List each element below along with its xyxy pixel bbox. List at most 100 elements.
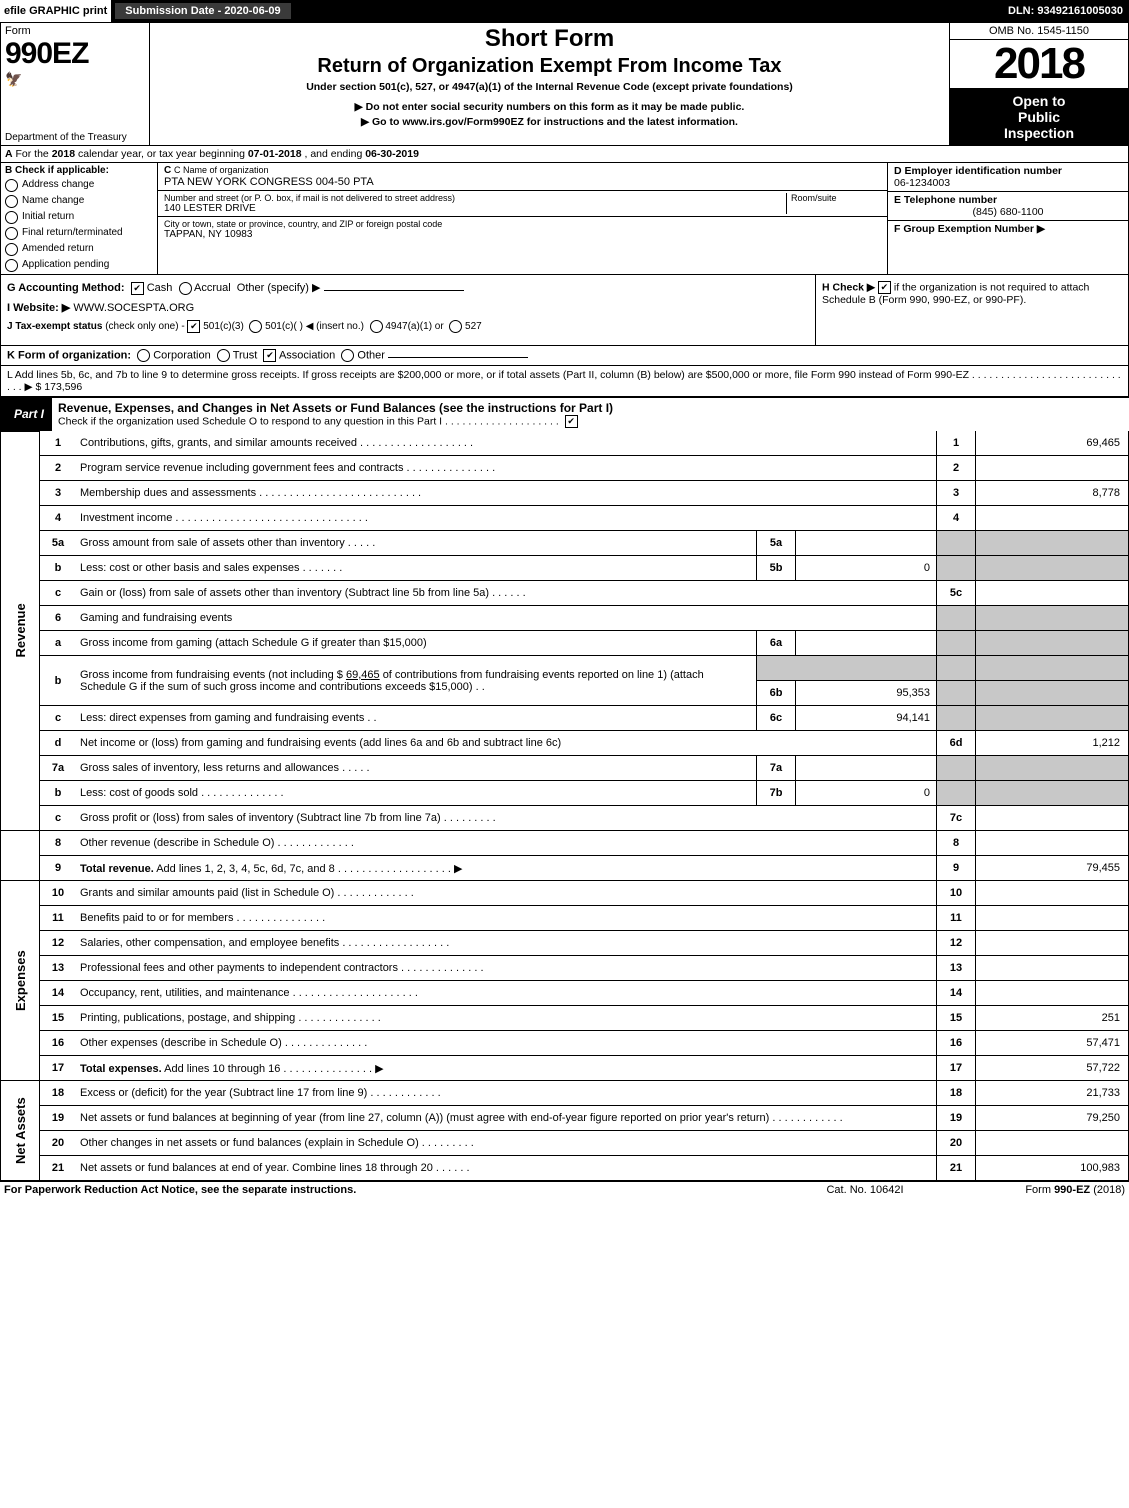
public: Public	[954, 109, 1124, 125]
opt-corporation: Corporation	[153, 349, 210, 361]
line-10-desc: Grants and similar amounts paid (list in…	[76, 881, 937, 906]
line-7a-num: 7a	[40, 756, 77, 781]
line-l-gross-receipts: L Add lines 5b, 6c, and 7b to line 9 to …	[1, 366, 1128, 397]
line-14-num: 14	[40, 981, 77, 1006]
line-3-amt: 8,778	[976, 481, 1129, 506]
line-13-num: 13	[40, 956, 77, 981]
chk-4947[interactable]	[370, 320, 383, 333]
line-17-num: 17	[40, 1056, 77, 1081]
line-21-num: 21	[40, 1156, 77, 1181]
part-1-tag: Part I	[6, 404, 52, 424]
line-18-box: 18	[937, 1081, 976, 1106]
line-7a-shaded-box	[937, 756, 976, 781]
chk-accrual[interactable]	[179, 282, 192, 295]
dln: DLN: 93492161005030	[1008, 5, 1129, 17]
opt-527: 527	[465, 321, 482, 332]
inspection: Inspection	[954, 125, 1124, 141]
room-suite-label: Room/suite	[786, 193, 881, 214]
chk-527[interactable]	[449, 320, 462, 333]
line-21-amt: 100,983	[976, 1156, 1129, 1181]
opt-4947: 4947(a)(1) or	[385, 321, 443, 332]
line-13-desc: Professional fees and other payments to …	[76, 956, 937, 981]
line-20-amt	[976, 1131, 1129, 1156]
line-12-amt	[976, 931, 1129, 956]
tax-year-end: 06-30-2019	[365, 148, 419, 160]
line-6c-samt: 94,141	[796, 706, 937, 731]
side-netassets: Net Assets	[1, 1081, 40, 1181]
chk-other-org[interactable]	[341, 349, 354, 362]
line-9-num: 9	[40, 856, 77, 881]
l-gross-receipts-value: 173,596	[44, 381, 82, 393]
line-6b-desc: Gross income from fundraising events (no…	[76, 656, 757, 706]
line-6c-sub: 6c	[757, 706, 796, 731]
j-tax-exempt-label: J Tax-exempt status	[7, 321, 102, 332]
chk-name-change[interactable]	[5, 195, 18, 208]
line-3-box: 3	[937, 481, 976, 506]
line-6b-contrib-value: 69,465	[346, 669, 380, 681]
line-8-desc: Other revenue (describe in Schedule O) .…	[76, 831, 937, 856]
form-number: 990EZ	[1, 37, 149, 71]
line-6b-upper-shaded	[757, 656, 937, 681]
form-title-main: Return of Organization Exempt From Incom…	[317, 55, 781, 78]
submission-date: Submission Date - 2020-06-09	[115, 3, 290, 19]
chk-schedule-b-not-required[interactable]	[878, 281, 891, 294]
side-expenses: Expenses	[1, 881, 40, 1081]
line-5a-num: 5a	[40, 531, 77, 556]
instructions-link[interactable]: ▶ Go to www.irs.gov/Form990EZ for instru…	[361, 116, 738, 128]
line-5a-desc: Gross amount from sale of assets other t…	[76, 531, 757, 556]
line-9-box: 9	[937, 856, 976, 881]
line-6d-desc: Net income or (loss) from gaming and fun…	[76, 731, 937, 756]
line-19-amt: 79,250	[976, 1106, 1129, 1131]
line-8-num: 8	[40, 831, 77, 856]
line-21-desc: Net assets or fund balances at end of ye…	[76, 1156, 937, 1181]
website-value[interactable]: WWW.SOCESPTA.ORG	[73, 302, 194, 314]
form-title-short: Short Form	[485, 25, 614, 53]
chk-501c[interactable]	[249, 320, 262, 333]
top-bar: efile GRAPHIC print Submission Date - 20…	[0, 0, 1129, 22]
chk-initial-return[interactable]	[5, 211, 18, 224]
chk-application-pending[interactable]	[5, 259, 18, 272]
d-ein-label: D Employer identification number	[894, 165, 1062, 177]
chk-association[interactable]	[263, 349, 276, 362]
chk-schedule-o-used[interactable]	[565, 415, 578, 428]
line-7a-desc: Gross sales of inventory, less returns a…	[76, 756, 757, 781]
line-11-num: 11	[40, 906, 77, 931]
line-6d-box: 6d	[937, 731, 976, 756]
line-10-amt	[976, 881, 1129, 906]
under-section-text: Under section 501(c), 527, or 4947(a)(1)…	[306, 81, 793, 93]
org-name: PTA NEW YORK CONGRESS 004-50 PTA	[164, 176, 881, 188]
line-6b-samt: 95,353	[796, 681, 937, 706]
line-6-num: 6	[40, 606, 77, 631]
line-1-num: 1	[40, 431, 77, 456]
line-3-desc: Membership dues and assessments . . . . …	[76, 481, 937, 506]
c-label: C Name of organization	[174, 165, 269, 175]
line-5a-samt	[796, 531, 937, 556]
line-15-desc: Printing, publications, postage, and shi…	[76, 1006, 937, 1031]
chk-cash[interactable]	[131, 282, 144, 295]
chk-amended-return[interactable]	[5, 243, 18, 256]
line-11-amt	[976, 906, 1129, 931]
line-7a-sub: 7a	[757, 756, 796, 781]
part-1-header: Part I Revenue, Expenses, and Changes in…	[0, 398, 1129, 431]
line-2-box: 2	[937, 456, 976, 481]
h-check-label: H Check ▶	[822, 281, 875, 293]
line-5b-sub: 5b	[757, 556, 796, 581]
line-6c-shaded-amt	[976, 706, 1129, 731]
chk-trust[interactable]	[217, 349, 230, 362]
line-11-box: 11	[937, 906, 976, 931]
chk-final-return[interactable]	[5, 227, 18, 240]
line-20-desc: Other changes in net assets or fund bala…	[76, 1131, 937, 1156]
line-18-desc: Excess or (deficit) for the year (Subtra…	[76, 1081, 937, 1106]
chk-501c3[interactable]	[187, 320, 200, 333]
i-website-label: I Website: ▶	[7, 302, 70, 314]
g-accounting-method: G Accounting Method:	[7, 282, 125, 294]
efile-print-label[interactable]: efile GRAPHIC print	[0, 0, 111, 22]
part-1-subtitle: Check if the organization used Schedule …	[58, 415, 559, 427]
line-16-box: 16	[937, 1031, 976, 1056]
line-20-num: 20	[40, 1131, 77, 1156]
department-label: Department of the Treasury	[1, 126, 149, 145]
chk-address-change[interactable]	[5, 179, 18, 192]
chk-corporation[interactable]	[137, 349, 150, 362]
and-ending: , and ending	[304, 148, 362, 160]
irs-eagle-icon: 🦅	[1, 71, 149, 88]
